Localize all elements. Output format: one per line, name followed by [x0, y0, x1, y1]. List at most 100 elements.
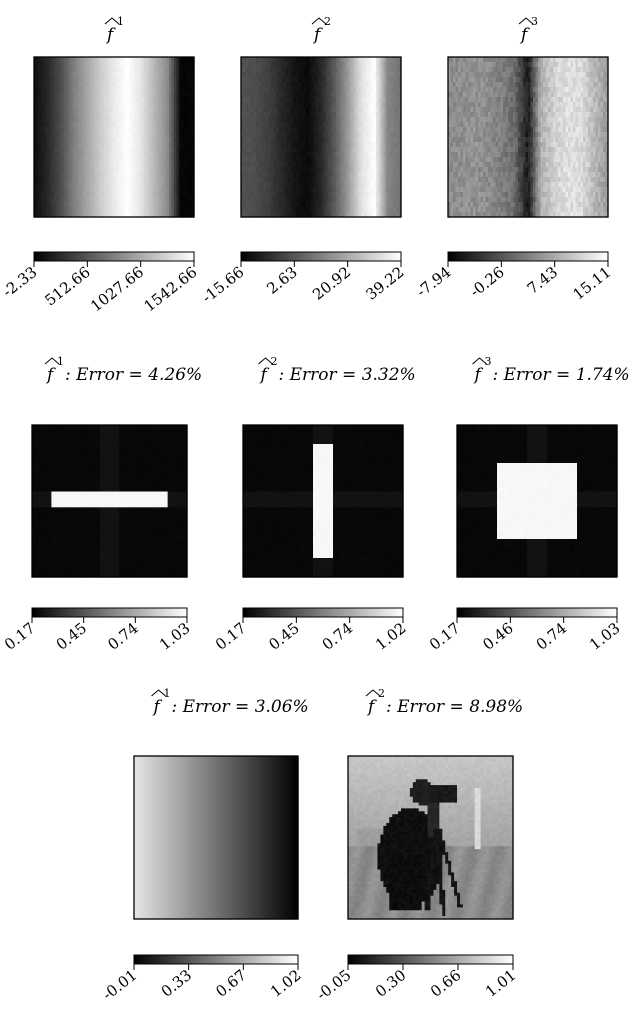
pixel: [146, 117, 150, 123]
pixel: [164, 207, 168, 213]
pixel: [49, 132, 53, 138]
pixel: [273, 57, 277, 63]
pixel: [181, 152, 185, 158]
pixel: [191, 82, 195, 88]
pixel: [66, 57, 70, 63]
pixel: [119, 147, 123, 153]
pixel: [326, 72, 330, 78]
pixel: [119, 212, 123, 218]
pixel: [99, 157, 103, 163]
pixel: [296, 87, 300, 93]
pixel: [251, 62, 255, 68]
pixel: [271, 57, 275, 63]
pixel: [104, 172, 108, 178]
pixel: [126, 182, 130, 188]
pixel: [331, 87, 335, 93]
pixel: [41, 142, 45, 148]
pixel: [134, 117, 138, 123]
pixel: [328, 62, 332, 68]
pixel: [131, 102, 135, 108]
pixel: [39, 197, 43, 203]
pixel: [124, 77, 128, 83]
pixel: [36, 187, 40, 193]
pixel: [191, 62, 195, 68]
pixel: [311, 97, 315, 103]
pixel: [126, 147, 130, 153]
pixel: [293, 57, 297, 63]
pixel: [131, 112, 135, 118]
pixel: [91, 132, 95, 138]
pixel: [149, 82, 153, 88]
pixel: [94, 82, 98, 88]
pixel: [293, 67, 297, 73]
pixel: [278, 72, 282, 78]
pixel: [56, 132, 60, 138]
pixel: [328, 92, 332, 98]
pixel: [161, 197, 165, 203]
pixel: [66, 187, 70, 193]
pixel: [49, 97, 53, 103]
pixel: [151, 122, 155, 128]
pixel: [184, 167, 188, 173]
pixel: [166, 127, 170, 133]
pixel: [326, 82, 330, 88]
pixel: [156, 77, 160, 83]
pixel: [109, 117, 113, 123]
pixel: [86, 92, 90, 98]
pixel: [74, 207, 78, 213]
pixel: [49, 102, 53, 108]
pixel: [41, 117, 45, 123]
pixel: [241, 57, 245, 63]
pixel: [316, 77, 320, 83]
pixel: [146, 107, 150, 113]
pixel: [79, 137, 83, 143]
pixel: [129, 77, 133, 83]
pixel: [263, 57, 267, 63]
pixel: [241, 62, 245, 68]
pixel: [131, 87, 135, 93]
pixel: [104, 192, 108, 198]
pixel: [121, 72, 125, 78]
pixel: [114, 182, 118, 188]
pixel: [71, 212, 75, 218]
pixel: [131, 212, 135, 218]
pixel: [49, 62, 53, 68]
pixel: [126, 67, 130, 73]
pixel: [288, 72, 292, 78]
pixel: [146, 162, 150, 168]
pixel: [96, 187, 100, 193]
pixel: [91, 187, 95, 193]
pixel: [156, 82, 160, 88]
pixel: [331, 72, 335, 78]
pixel: [111, 142, 115, 148]
pixel: [159, 177, 163, 183]
pixel: [348, 92, 352, 98]
pixel: [39, 67, 43, 73]
pixel: [191, 202, 195, 208]
pixel: [176, 152, 180, 158]
pixel: [371, 62, 375, 68]
pixel: [266, 82, 270, 88]
pixel: [81, 62, 85, 68]
pixel: [69, 187, 73, 193]
pixel: [358, 67, 362, 73]
pixel: [154, 107, 158, 113]
pixel: [151, 132, 155, 138]
pixel: [268, 57, 272, 63]
pixel: [104, 167, 108, 173]
pixel: [124, 172, 128, 178]
pixel: [86, 192, 90, 198]
pixel: [243, 82, 247, 88]
pixel: [328, 57, 332, 63]
pixel: [171, 92, 175, 98]
pixel: [46, 197, 50, 203]
pixel: [34, 202, 38, 208]
pixel: [46, 77, 50, 83]
pixel: [149, 117, 153, 123]
pixel: [74, 117, 78, 123]
pixel: [56, 92, 60, 98]
pixel: [189, 92, 193, 98]
pixel: [136, 212, 140, 218]
pixel: [106, 202, 110, 208]
pixel: [251, 92, 255, 98]
